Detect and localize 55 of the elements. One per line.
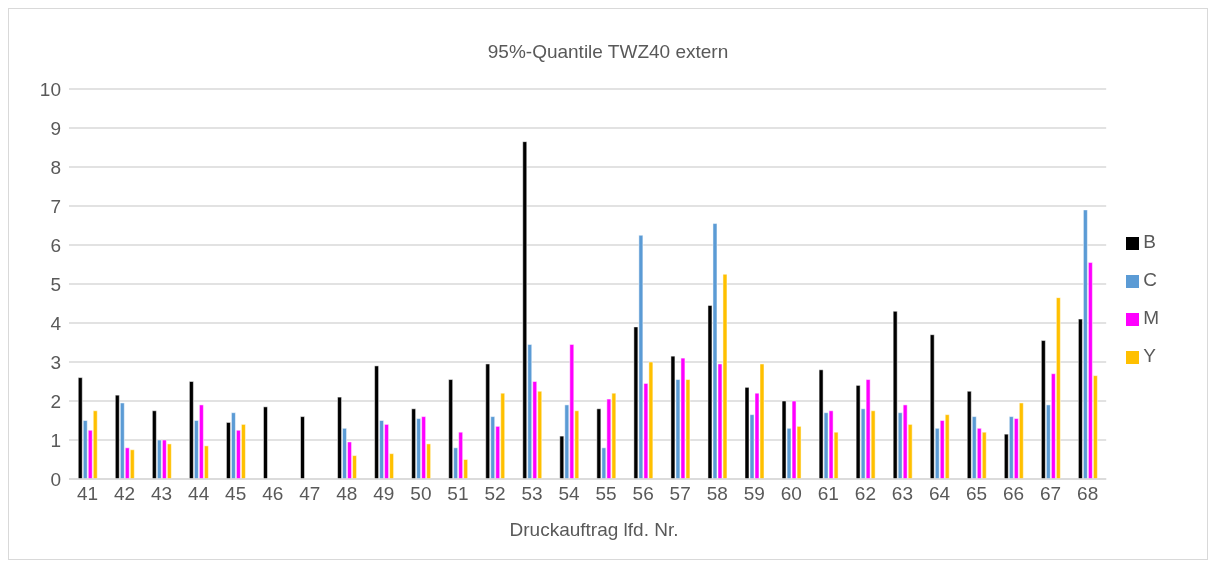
y-tick-label: 0 <box>50 468 61 490</box>
x-tick-label: 42 <box>113 483 136 505</box>
x-tick-label: 64 <box>928 483 951 505</box>
x-tick-label: 43 <box>151 483 173 505</box>
y-tick-label: 10 <box>39 78 61 100</box>
x-tick-label: 63 <box>891 483 914 505</box>
y-tick-label: 8 <box>50 156 61 178</box>
x-tick-label: 52 <box>484 483 506 505</box>
bar <box>670 355 676 479</box>
y-tick-label: 2 <box>50 390 61 412</box>
x-tick-label: 66 <box>1003 483 1025 505</box>
x-tick-label: 47 <box>299 483 321 505</box>
x-tick-label: 50 <box>410 483 432 505</box>
bar <box>818 369 824 479</box>
bar <box>300 416 305 479</box>
x-tick-label: 62 <box>854 483 876 505</box>
x-tick-label: 67 <box>1040 483 1062 505</box>
bar <box>522 141 528 479</box>
legend-label: Y <box>1143 345 1156 366</box>
y-tick-label: 1 <box>50 429 61 451</box>
y-tick-label: 3 <box>50 351 61 373</box>
x-tick-label: 54 <box>558 483 581 505</box>
legend-label: B <box>1143 231 1156 252</box>
y-tick-label: 4 <box>50 312 62 334</box>
y-tick-label: 5 <box>50 273 61 295</box>
legend-label: C <box>1143 269 1157 290</box>
x-tick-label: 57 <box>669 483 691 505</box>
x-tick-label: 44 <box>188 483 210 505</box>
x-tick-label: 58 <box>706 483 728 505</box>
y-tick-label: 6 <box>50 234 61 256</box>
x-tick-label: 56 <box>632 483 654 505</box>
x-tick-label: 60 <box>780 483 802 505</box>
bar <box>744 387 750 479</box>
x-axis-title: Druckauftrag lfd. Nr. <box>508 519 680 541</box>
x-tick-label: 68 <box>1077 483 1099 505</box>
x-tick-label: 41 <box>76 483 99 505</box>
y-tick-label: 9 <box>50 117 61 139</box>
x-tick-label: 51 <box>447 483 469 505</box>
bar <box>263 406 268 479</box>
y-tick-label: 7 <box>50 195 61 217</box>
legend-label: M <box>1143 307 1159 328</box>
x-tick-label: 45 <box>225 483 247 505</box>
x-tick-label: 49 <box>373 483 395 505</box>
bar <box>596 408 602 479</box>
x-tick-label: 65 <box>965 483 988 505</box>
x-tick-label: 55 <box>595 483 617 505</box>
x-tick-label: 59 <box>743 483 765 505</box>
x-tick-label: 61 <box>817 483 839 505</box>
bar <box>855 385 861 479</box>
bar <box>944 414 950 479</box>
x-tick-label: 48 <box>336 483 358 505</box>
x-tick-label: 53 <box>521 483 543 505</box>
bar <box>781 400 787 479</box>
x-tick-label: 46 <box>262 483 284 505</box>
chart-title: 95%-Quantile TWZ40 extern <box>486 41 730 63</box>
